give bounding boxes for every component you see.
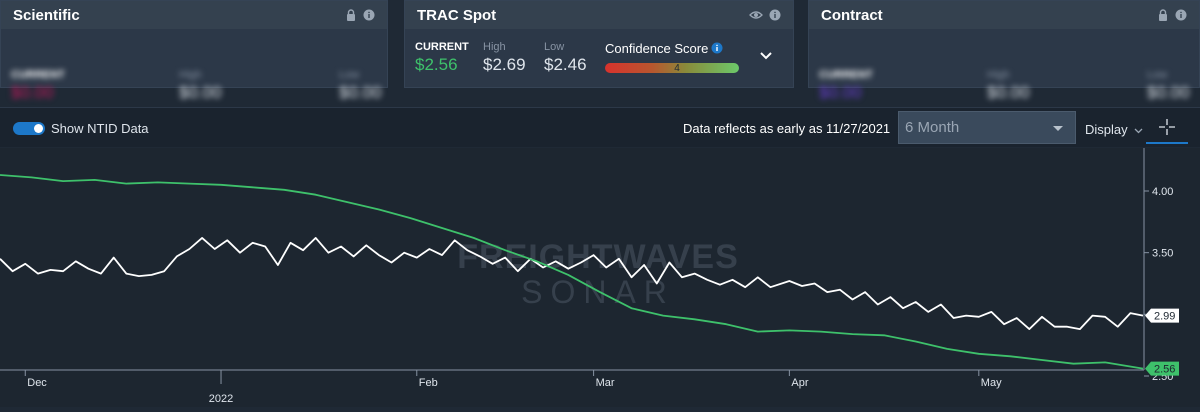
confidence-score-label: Confidence Score [605, 41, 709, 56]
chevron-down-icon [1134, 128, 1143, 134]
time-range-value: 6 Month [905, 119, 960, 136]
info-icon[interactable] [711, 42, 723, 54]
current-label: CURRENT [11, 69, 65, 81]
series-line-1[interactable] [0, 174, 1144, 370]
x-tick-label: May [981, 377, 1002, 389]
price-cards: Scientific CURRENT $0.00 High $0.00 Low … [0, 0, 1200, 102]
high-metric: High $0.00 [179, 69, 222, 103]
watermark: FREIGHTWAVES SONAR [457, 238, 739, 310]
chart-area[interactable]: FREIGHTWAVES SONAR 2.503.003.504.00DecFe… [0, 148, 1200, 407]
current-value: $2.56 [415, 55, 458, 74]
current-value: $0.00 [11, 83, 54, 102]
high-label: High [179, 69, 202, 81]
last-value-tag-1: 2.56 [1145, 361, 1179, 376]
last-value-tags: 2.99 2.56 [1145, 308, 1179, 376]
ntid-toggle-label: Show NTID Data [51, 121, 149, 136]
high-metric: High $2.69 [483, 41, 526, 75]
low-value: $0.00 [1147, 83, 1190, 102]
x-tick-label: Mar [596, 377, 615, 389]
x-tick-label: Feb [419, 377, 438, 389]
current-label: CURRENT [819, 69, 873, 81]
display-label: Display [1085, 122, 1128, 137]
lock-icon[interactable] [345, 9, 357, 21]
display-button[interactable]: Display [1085, 122, 1143, 137]
lock-icon[interactable] [1157, 9, 1169, 21]
ntid-toggle[interactable] [13, 122, 45, 135]
x-tick-label: Apr [791, 377, 808, 389]
series-line-0[interactable] [0, 237, 1144, 330]
current-metric: CURRENT $0.00 [11, 69, 65, 103]
line-chart[interactable]: FREIGHTWAVES SONAR 2.503.003.504.00DecFe… [0, 148, 1200, 407]
info-icon[interactable] [363, 9, 375, 21]
high-metric: High $0.00 [987, 69, 1030, 103]
contract-card[interactable]: Contract CURRENT $0.00 High $0.00 Low $0… [808, 0, 1200, 102]
watermark-line2: SONAR [521, 274, 675, 310]
card-header: Scientific [1, 1, 387, 29]
low-metric: Low $0.00 [1147, 69, 1190, 103]
low-value: $0.00 [339, 83, 382, 102]
crosshair-icon [1159, 119, 1175, 135]
chart-toolbar: Show NTID Data Data reflects as early as… [0, 107, 1200, 147]
last-value-tag-label: 2.99 [1154, 311, 1175, 323]
data-note: Data reflects as early as 11/27/2021 [683, 121, 891, 136]
high-label: High [987, 69, 1010, 81]
high-value: $2.69 [483, 55, 526, 74]
chevron-down-icon[interactable] [759, 51, 773, 61]
card-header: Contract [809, 1, 1199, 29]
info-icon[interactable] [1175, 9, 1187, 21]
series-lines [0, 174, 1144, 370]
y-tick-label: 3.50 [1152, 248, 1173, 260]
last-value-tag-shape [1145, 361, 1179, 376]
eye-icon[interactable] [749, 9, 763, 21]
high-label: High [483, 41, 506, 53]
crosshair-button[interactable] [1146, 111, 1188, 144]
scientific-card[interactable]: Scientific CURRENT $0.00 High $0.00 Low … [0, 0, 388, 102]
current-metric: CURRENT $2.56 [415, 41, 469, 75]
high-value: $0.00 [179, 83, 222, 102]
last-value-tag-0: 2.99 [1145, 308, 1179, 323]
confidence-score-bar [605, 63, 739, 73]
last-value-tag-label: 2.56 [1154, 364, 1175, 376]
x-tick-label: Dec [27, 377, 47, 389]
card-title: Contract [821, 6, 883, 24]
trac-spot-card[interactable]: TRAC Spot CURRENT $2.56 High $2.69 Low $… [404, 0, 794, 88]
current-label: CURRENT [415, 41, 469, 53]
watermark-line1: FREIGHTWAVES [457, 238, 739, 276]
caret-down-icon [1053, 126, 1063, 131]
low-label: Low [544, 41, 565, 53]
card-header: TRAC Spot [405, 1, 793, 29]
info-icon[interactable] [769, 9, 781, 21]
high-value: $0.00 [987, 83, 1030, 102]
year-label: 2022 [209, 393, 233, 405]
time-range-select[interactable]: 6 Month [898, 111, 1076, 144]
current-value: $0.00 [819, 83, 862, 102]
last-value-tag-shape [1145, 308, 1179, 323]
card-title: Scientific [13, 6, 80, 24]
low-label: Low [1147, 69, 1168, 81]
low-metric: Low $2.46 [544, 41, 587, 75]
low-metric: Low $0.00 [339, 69, 382, 103]
low-label: Low [339, 69, 360, 81]
confidence-score-value: 4 [674, 63, 680, 74]
low-value: $2.46 [544, 55, 587, 74]
card-title: TRAC Spot [417, 6, 497, 24]
y-tick-label: 4.00 [1152, 186, 1173, 198]
current-metric: CURRENT $0.00 [819, 69, 873, 103]
